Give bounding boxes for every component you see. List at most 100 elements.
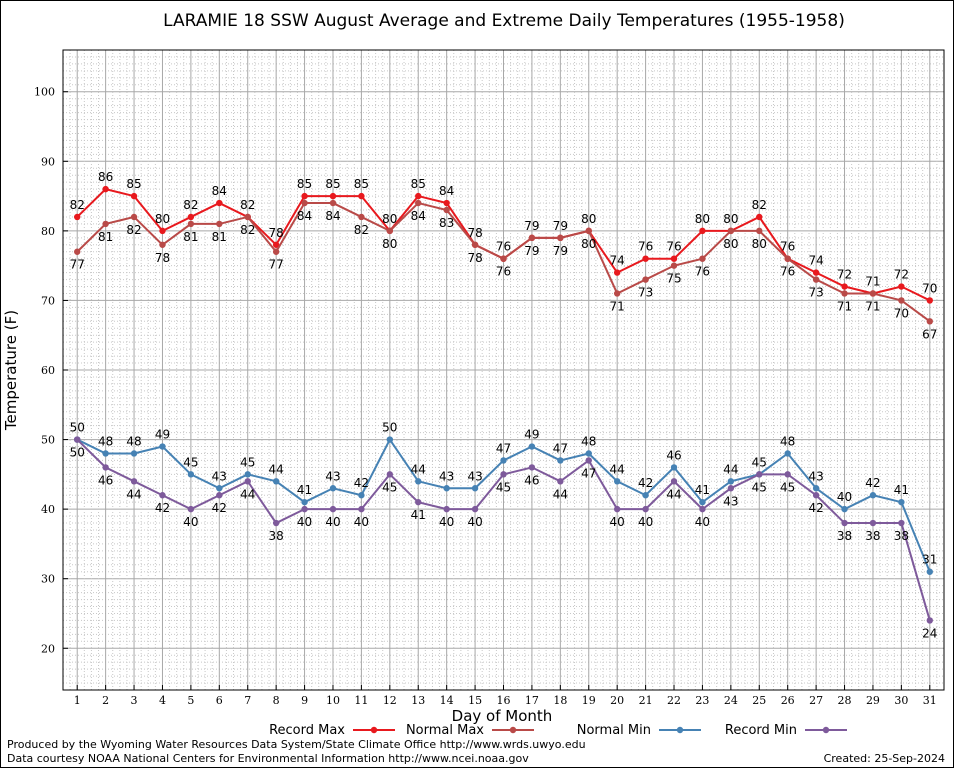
record-min-point xyxy=(102,464,109,471)
normal-min-data-label: 47 xyxy=(496,441,511,455)
normal-min-data-label: 50 xyxy=(70,421,85,435)
normal-min-point xyxy=(358,492,365,499)
normal-max-data-label: 81 xyxy=(212,230,227,244)
normal-max-data-label: 81 xyxy=(98,230,113,244)
record-max-data-label: 79 xyxy=(553,219,568,233)
record-min-point xyxy=(386,471,394,478)
record-min-point xyxy=(670,478,678,485)
record-min-point xyxy=(585,457,592,464)
record-min-data-label: 40 xyxy=(638,515,653,529)
record-max-data-label: 84 xyxy=(439,184,454,198)
legend: Record Max Normal Max Normal Min Record Min xyxy=(269,723,847,738)
normal-min-point xyxy=(585,450,592,457)
record-min-point xyxy=(926,617,933,624)
record-min-data-label: 50 xyxy=(70,446,85,460)
footer-data-courtesy: Data courtesy NOAA National Centers for … xyxy=(7,752,529,765)
normal-max-point xyxy=(187,220,195,228)
normal-max-data-label: 71 xyxy=(837,299,852,313)
record-max-point xyxy=(699,227,706,235)
record-max-data-label: 76 xyxy=(496,240,511,254)
normal-max-point xyxy=(727,227,735,235)
normal-min-data-label: 40 xyxy=(837,490,852,504)
normal-max-data-label: 82 xyxy=(240,223,255,237)
normal-max-data-label: 82 xyxy=(126,223,141,237)
normal-min-point xyxy=(386,436,394,443)
normal-min-point xyxy=(812,485,820,492)
x-tick-label: 17 xyxy=(525,694,539,707)
normal-max-point xyxy=(159,241,166,248)
y-tick-label: 80 xyxy=(41,225,55,238)
record-max-data-label: 84 xyxy=(212,184,227,198)
x-tick-label: 30 xyxy=(894,694,908,707)
normal-min-data-label: 43 xyxy=(325,469,340,483)
record-min-point xyxy=(74,436,81,443)
record-min-data-label: 42 xyxy=(808,501,823,515)
record-max-data-label: 82 xyxy=(183,198,198,212)
record-max-point xyxy=(187,213,195,221)
record-min-legend-label: Record Min xyxy=(725,723,797,738)
normal-max-point xyxy=(443,206,450,214)
record-max-data-label: 80 xyxy=(695,212,710,226)
record-min-point xyxy=(699,505,706,513)
normal-max-data-label: 83 xyxy=(439,216,454,230)
record-max-data-label: 80 xyxy=(155,212,170,226)
record-min-data-label: 40 xyxy=(467,515,482,529)
record-min-point xyxy=(216,492,223,499)
record-min-data-label: 38 xyxy=(837,529,852,543)
normal-max-point xyxy=(358,213,365,221)
record-max-data-label: 86 xyxy=(98,170,113,184)
record-max-data-label: 72 xyxy=(837,268,852,282)
record-min-data-label: 40 xyxy=(183,515,198,529)
x-tick-label: 7 xyxy=(244,694,251,707)
normal-min-data-label: 49 xyxy=(155,428,170,442)
record-min-point xyxy=(301,505,308,513)
y-tick-label: 20 xyxy=(41,642,55,655)
normal-min-point xyxy=(898,498,905,506)
normal-max-data-label: 75 xyxy=(666,272,681,286)
x-axis: 1 2 3 4 5 6 7 8 9 10 11 12 13 14 15 16 17 18 19 20 21 22 23 24 2… xyxy=(74,685,937,707)
record-min-point xyxy=(756,471,763,478)
record-max-point xyxy=(613,269,621,276)
normal-min-data-label: 31 xyxy=(922,553,937,567)
normal-min-point xyxy=(471,485,479,492)
normal-min-point xyxy=(443,485,450,492)
normal-min-point xyxy=(130,450,138,457)
x-tick-label: 25 xyxy=(752,694,766,707)
normal-max-data-label: 80 xyxy=(723,237,738,251)
normal-max-data-label: 84 xyxy=(325,209,340,223)
normal-max-point xyxy=(386,227,394,235)
record-max-point xyxy=(841,283,848,290)
normal-max-point xyxy=(216,220,223,228)
record-max-point xyxy=(415,192,422,200)
normal-min-point xyxy=(613,478,621,485)
normal-max-data-label: 73 xyxy=(638,286,653,300)
record-max-data-label: 76 xyxy=(638,240,653,254)
record-min-data-label: 45 xyxy=(780,480,795,494)
normal-min-point xyxy=(699,498,706,506)
record-max-legend-label: Record Max xyxy=(269,723,345,738)
normal-max-point xyxy=(329,199,337,207)
normal-max-data-label: 76 xyxy=(695,265,710,279)
normal-max-point xyxy=(74,248,81,255)
normal-max-legend-label: Normal Max xyxy=(406,723,484,738)
x-tick-label: 27 xyxy=(809,694,823,707)
record-min-point xyxy=(130,478,138,485)
normal-max-point xyxy=(699,255,706,262)
x-tick-label: 21 xyxy=(639,694,653,707)
x-tick-label: 22 xyxy=(667,694,681,707)
record-max-point xyxy=(102,185,109,193)
normal-max-point xyxy=(244,213,251,221)
record-max-point xyxy=(301,192,308,200)
normal-min-data-label: 43 xyxy=(212,469,227,483)
record-max-point xyxy=(670,255,678,262)
x-axis-label: Day of Month xyxy=(452,707,553,725)
normal-max-data-label: 77 xyxy=(70,258,85,272)
x-tick-label: 24 xyxy=(724,694,738,707)
normal-max-data-label: 84 xyxy=(411,209,426,223)
record-min-data-label: 38 xyxy=(894,529,909,543)
normal-max-data-label: 80 xyxy=(382,237,397,251)
normal-min-point xyxy=(415,478,422,485)
record-min-data-label: 44 xyxy=(126,487,141,501)
record-max-data-label: 85 xyxy=(126,177,141,191)
record-max-data-label: 76 xyxy=(780,240,795,254)
